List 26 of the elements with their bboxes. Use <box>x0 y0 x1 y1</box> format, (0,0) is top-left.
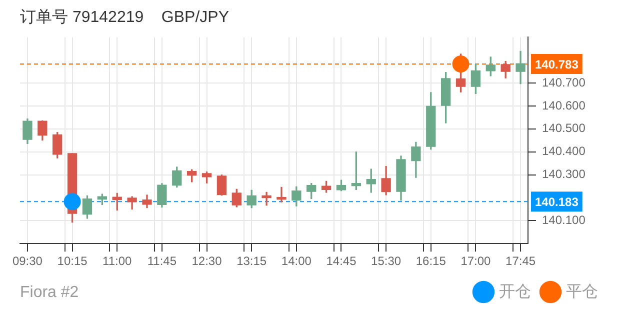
x-tick-label: 14:00 <box>281 254 312 268</box>
y-tick-label: 140.100 <box>542 212 586 227</box>
y-tick-label: 140.600 <box>542 98 586 112</box>
x-tick-label: 11:00 <box>102 254 132 268</box>
text: Fiora #2 <box>20 284 79 302</box>
legend-label: 开仓 <box>499 283 531 300</box>
ref-line-label: 140.183 <box>535 194 579 209</box>
chart-title: 订单号 79142219 GBP/JPY <box>20 8 230 26</box>
x-tick-label: 11:45 <box>147 254 177 268</box>
y-tick-label: 140.700 <box>542 75 586 90</box>
x-tick-label: 17:00 <box>460 254 492 268</box>
x-tick-label: 15:30 <box>371 254 402 268</box>
y-tick-label: 140.300 <box>542 167 586 182</box>
x-tick-label: 12:30 <box>192 254 222 268</box>
x-tick-label: 17:45 <box>506 254 536 268</box>
x-tick-label: 14:45 <box>326 254 357 268</box>
x-tick-label: 10:15 <box>57 254 88 268</box>
y-tick-label: 140.400 <box>542 144 586 158</box>
legend-label: 平仓 <box>566 283 598 300</box>
y-tick-label: 140.500 <box>542 121 586 136</box>
candlestick <box>262 192 272 206</box>
ref-line-label: 140.783 <box>535 57 579 72</box>
x-tick-label: 16:15 <box>416 254 446 268</box>
x-tick-label: 09:30 <box>12 254 43 268</box>
candlestick <box>276 186 286 202</box>
x-tick-label: 13:15 <box>236 254 267 268</box>
